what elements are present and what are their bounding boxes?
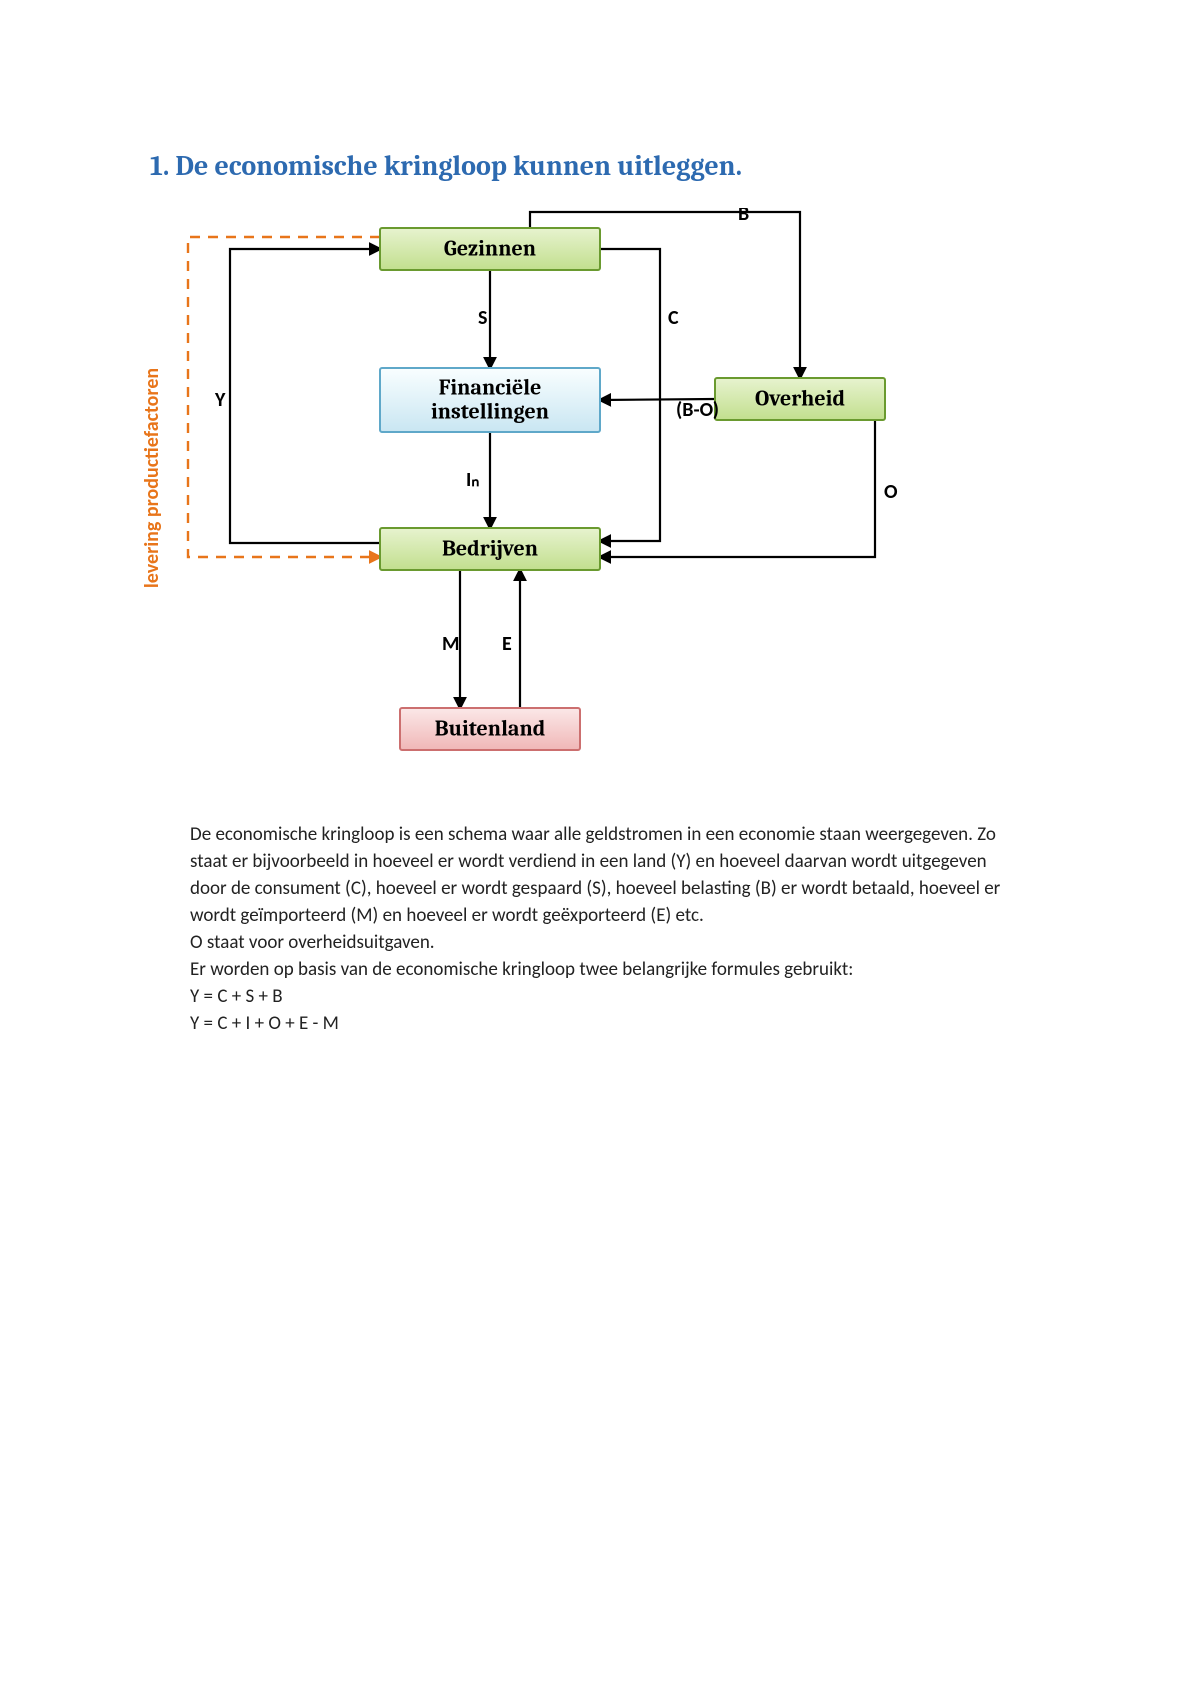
edge-label: M [442,632,459,656]
node-label: Financiële [439,374,542,400]
edge-label: E [502,632,512,656]
page: 1. De economische kringloop kunnen uitle… [0,0,1200,1697]
body-text: De economische kringloop is een schema w… [190,822,1020,1038]
edge-label: C [668,306,679,330]
node-gezinnen: Gezinnen [380,228,600,270]
node-label: Buitenland [435,715,546,741]
edge-label: B [738,208,749,226]
body-paragraph: Y = C + I + O + E - M [190,1011,1020,1038]
edge-label: S [478,306,487,330]
edge-label: O [884,480,898,504]
edge-label: Iₙ [466,468,479,492]
node-label: instellingen [431,398,549,424]
economic-circuit-diagram: Gezinnen Financiëleinstellingen Bedrijven O… [140,208,900,778]
node-overheid: Overheid [715,378,885,420]
page-title: 1. De economische kringloop kunnen uitle… [150,150,1080,182]
node-financiele: Financiëleinstellingen [380,368,600,432]
edge-label: Y [214,388,226,412]
side-label: levering productiefactoren [140,368,164,588]
node-label: Gezinnen [444,235,536,261]
node-label: Overheid [755,385,845,411]
body-paragraph: Y = C + S + B [190,984,1020,1011]
node-buitenland: Buitenland [400,708,580,750]
body-paragraph: O staat voor overheidsuitgaven. [190,930,1020,957]
node-label: Bedrijven [442,535,538,561]
body-paragraph: Er worden op basis van de economische kr… [190,957,1020,984]
edge-label: (B-O) [676,398,719,422]
diagram-svg: Gezinnen Financiëleinstellingen Bedrijven O… [140,208,900,778]
body-paragraph: De economische kringloop is een schema w… [190,822,1020,930]
node-bedrijven: Bedrijven [380,528,600,570]
